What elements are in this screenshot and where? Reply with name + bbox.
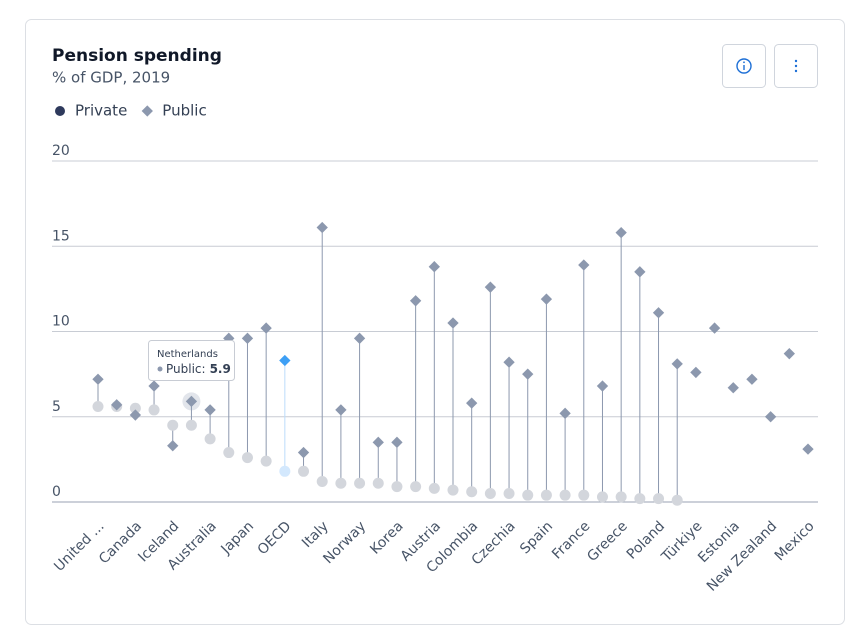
private-dot (615, 491, 627, 503)
private-dot (372, 477, 384, 489)
private-dot (410, 481, 422, 493)
legend-label: Private (75, 102, 127, 120)
y-tick-label: 10 (52, 314, 70, 330)
y-tick-label: 20 (52, 143, 70, 159)
public-diamond (409, 295, 422, 307)
public-diamond (335, 404, 347, 416)
public-diamond (466, 397, 478, 409)
private-dot (279, 465, 291, 477)
chart-subtitle: % of GDP, 2019 (52, 69, 170, 87)
public-diamond (372, 436, 384, 448)
private-dot (578, 489, 590, 501)
private-dot (522, 489, 534, 501)
private-dot (540, 489, 552, 501)
tooltip-series-name: Public (166, 362, 202, 376)
info-button[interactable] (722, 44, 766, 88)
private-dot (148, 404, 160, 416)
public-diamond (690, 366, 702, 379)
public-diamond (391, 436, 403, 448)
public-diamond (671, 358, 683, 370)
private-dot (204, 433, 216, 445)
public-diamond (634, 266, 646, 278)
public-diamond (540, 293, 553, 305)
public-diamond (260, 322, 272, 334)
private-dot (484, 487, 496, 499)
public-diamond (185, 395, 198, 408)
public-diamond (708, 322, 721, 334)
public-diamond (764, 411, 777, 423)
private-dot (391, 481, 403, 493)
chart-title: Pension spending (52, 46, 222, 66)
public-diamond (727, 382, 739, 394)
private-dot (298, 465, 310, 477)
public-diamond (279, 354, 291, 367)
menu-button[interactable] (774, 44, 818, 88)
legend-item: Private (55, 102, 127, 120)
private-dot (428, 482, 440, 494)
public-diamond (578, 259, 590, 271)
private-dot (596, 491, 608, 503)
private-dot (335, 477, 347, 489)
public-diamond (746, 373, 758, 385)
private-dot (559, 489, 571, 501)
public-diamond (167, 440, 179, 452)
private-dot (129, 402, 141, 414)
hover-halo (182, 392, 201, 411)
public-diamond (596, 380, 609, 392)
private-dot (634, 493, 646, 505)
private-dot (92, 401, 104, 413)
tooltip: Netherlands Public:5.9 (148, 340, 235, 411)
private-dot (466, 486, 478, 498)
tooltip-box (148, 340, 235, 381)
private-dot (185, 419, 197, 431)
private-dot (447, 484, 459, 496)
private-dot (316, 476, 328, 488)
tooltip-value: 5.9 (210, 362, 231, 376)
private-dot (223, 447, 235, 459)
public-diamond (447, 317, 459, 329)
public-diamond (522, 368, 534, 380)
private-dot (354, 477, 366, 489)
public-diamond (428, 261, 440, 273)
public-diamond (484, 281, 497, 293)
public-diamond (241, 332, 254, 344)
y-tick-label: 15 (52, 228, 70, 244)
public-diamond (559, 407, 571, 419)
public-diamond (316, 221, 328, 234)
tooltip-title: Netherlands (157, 349, 218, 360)
tooltip-sep: : (202, 362, 206, 376)
tooltip-series: Public:5.9 (166, 362, 231, 376)
private-dot (167, 419, 179, 431)
public-diamond (148, 380, 160, 392)
public-diamond (802, 443, 814, 455)
public-diamond (783, 348, 795, 360)
public-diamond (297, 446, 310, 459)
private-dot (653, 493, 665, 505)
public-diamond (204, 404, 216, 416)
y-tick-label: 5 (52, 399, 61, 415)
tooltip-marker (157, 366, 163, 372)
legend-marker (55, 106, 65, 116)
public-diamond (615, 226, 627, 239)
private-dot (503, 487, 515, 499)
public-diamond (353, 332, 366, 344)
legend-label: Public (162, 102, 206, 120)
public-diamond (652, 307, 665, 319)
private-dot (241, 452, 253, 464)
private-dot (260, 455, 272, 467)
public-diamond (129, 409, 142, 421)
private-dot (671, 494, 683, 506)
y-tick-label: 0 (52, 484, 61, 500)
